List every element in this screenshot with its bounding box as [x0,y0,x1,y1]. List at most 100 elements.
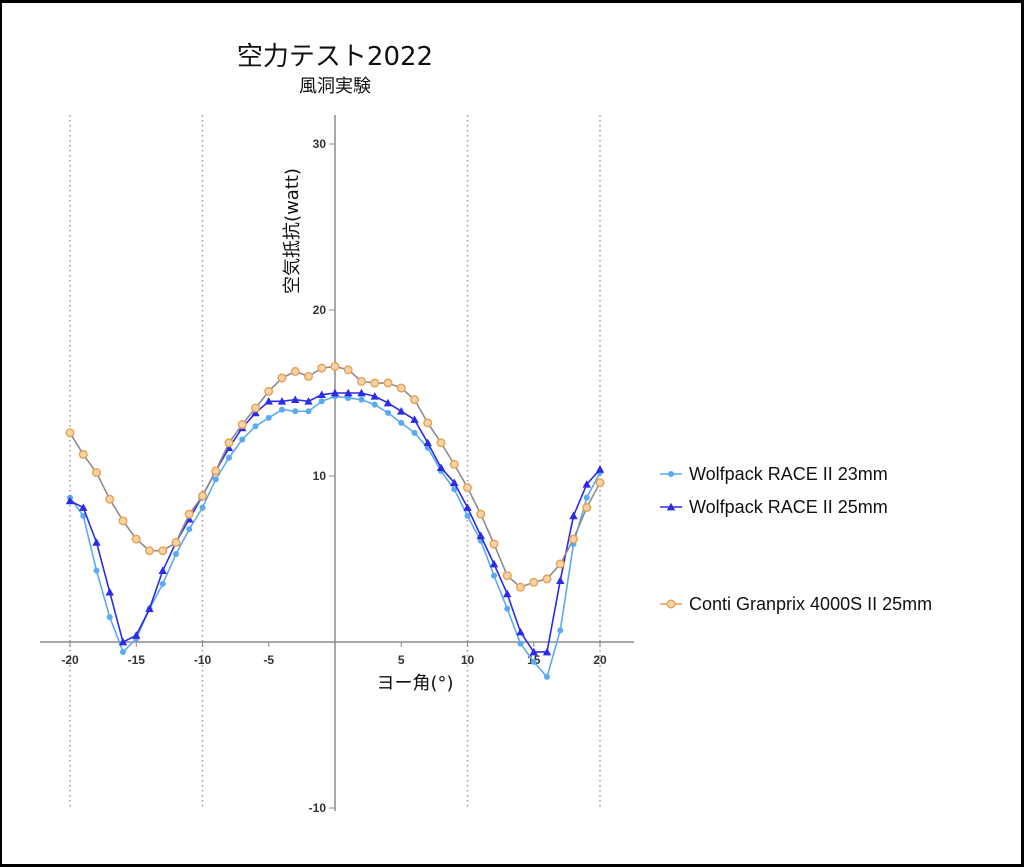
data-point [305,408,312,415]
data-point [529,577,539,587]
data-point [370,378,380,388]
data-point [583,494,590,501]
y-axis-label: 空気抵抗(watt) [282,168,303,294]
data-point [556,576,565,584]
data-point [542,574,552,584]
data-point [106,614,113,621]
data-point [491,572,497,579]
data-point [385,409,391,416]
x-axis-label: ヨー角(°) [376,673,453,694]
data-point [105,588,114,596]
data-point [239,436,246,443]
data-point [398,419,405,426]
data-point [544,673,550,680]
data-point [397,407,406,415]
data-point [212,476,219,483]
data-point [120,648,126,655]
data-point [595,465,605,473]
data-point [79,503,88,511]
data-point [343,365,353,375]
data-point [304,371,314,381]
data-point [330,361,340,371]
series-2 [65,388,605,656]
data-point [65,496,75,505]
x-tick-label: 10 [461,653,475,667]
x-tick-label: -20 [61,653,79,667]
legend-swatch-marker [666,599,676,609]
data-point [464,512,471,519]
legend-item: Conti Granprix 4000S II 25mm [660,594,932,614]
data-point [292,408,299,415]
data-point [264,386,274,396]
data-point [383,398,393,407]
tick-labels: -20-15-10-55101520302010-10 [61,137,607,815]
x-tick-label: 20 [593,653,607,667]
data-point [199,504,206,511]
data-point [344,388,353,397]
x-tick-label: -10 [194,653,212,667]
data-point [516,627,525,636]
data-point [569,511,578,520]
data-point [396,383,406,393]
y-tick-label: 20 [313,303,327,317]
data-point [265,414,272,421]
data-point [569,534,579,544]
data-point [251,408,260,417]
data-point [317,363,327,373]
axes [40,115,634,811]
data-point [504,605,511,612]
legend-label: Wolfpack RACE II 23mm [689,464,888,484]
data-point [436,438,446,448]
data-point [93,567,100,574]
x-tick-label: -15 [128,653,146,667]
data-point [357,376,367,386]
y-tick-label: -10 [309,801,327,815]
y-tick-label: 10 [313,469,327,483]
data-point [503,589,512,598]
data-point [595,478,605,488]
data-point [118,637,128,646]
data-point [185,514,194,523]
data-point [186,526,193,533]
data-point [80,512,87,519]
data-point [463,503,472,511]
chart-subtitle: 風洞実験 [299,76,371,97]
data-point [131,534,141,544]
data-point [173,551,179,558]
data-point [582,480,591,488]
data-point [144,546,154,556]
data-point [145,604,154,613]
x-tick-label: -5 [263,653,274,667]
data-point [78,449,88,459]
chart-frame: 空力テスト2022 風洞実験 -20-15-10-55101520302010-… [2,3,1021,864]
data-point [370,392,379,400]
data-point [318,398,325,405]
gridlines [69,115,601,808]
data-point [159,580,166,587]
chart: 空力テスト2022 風洞実験 -20-15-10-55101520302010-… [40,42,932,815]
data-point [516,582,526,592]
data-point [224,438,234,448]
data-point [489,539,499,549]
data-point [158,546,168,556]
legend-item: Wolfpack RACE II 23mm [660,464,888,484]
data-point [423,438,432,447]
data-point [555,559,565,569]
legend-label: Wolfpack RACE II 25mm [689,497,888,517]
data-point [105,494,115,504]
legend-swatch-marker [668,471,674,477]
data-point [358,396,365,403]
data-point [250,403,260,413]
data-point [92,538,101,546]
data-point [529,647,538,656]
data-point [371,401,378,408]
data-point [224,443,234,452]
data-point [411,429,418,436]
data-point [264,397,273,405]
data-point [226,454,232,461]
data-point [410,395,420,405]
chart-title: 空力テスト2022 [237,42,433,72]
data-point [345,394,352,401]
data-point [65,428,75,438]
data-point [252,423,259,430]
